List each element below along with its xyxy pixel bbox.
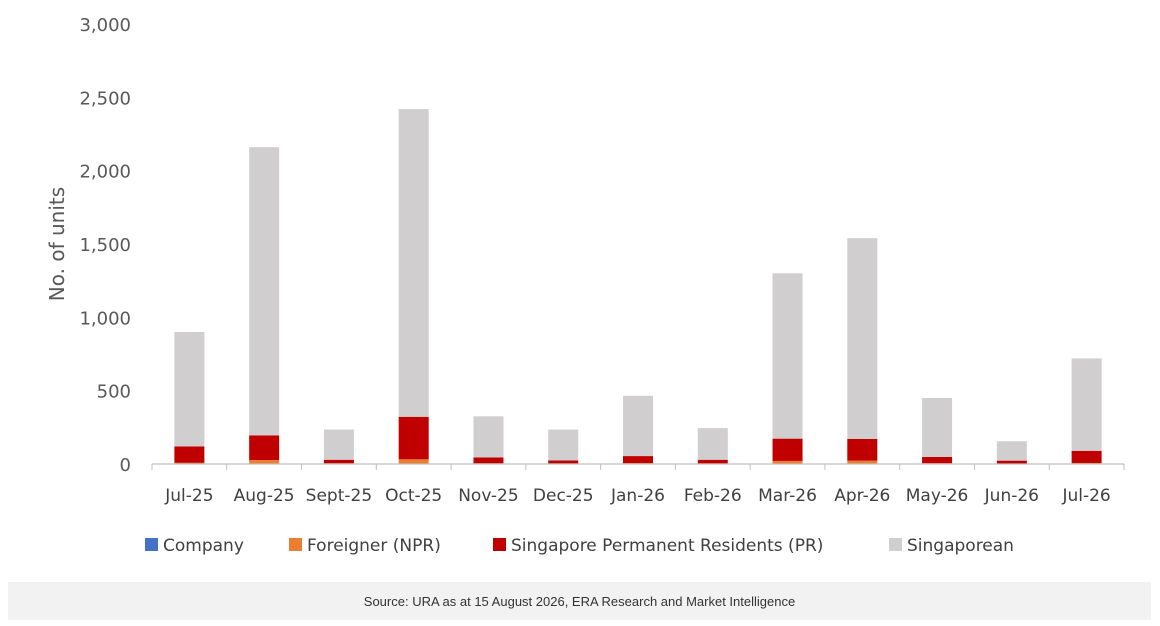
x-tick-label: Jan-26 (610, 486, 665, 506)
x-axis-ticks: Jul-25 Aug-25 Sept-25 Oct-25 Nov-25 Dec-25 Jan… (164, 486, 1111, 506)
bar-segment (772, 438, 803, 461)
bar-segment (548, 460, 579, 464)
bar-segment (697, 459, 728, 464)
y-axis-ticks: 0 500 1,000 1,500 2,000 2,500 3,000 (79, 15, 131, 476)
bar-segment (623, 456, 653, 464)
x-axis (151, 463, 1125, 470)
legend-swatch (889, 538, 902, 551)
bar-segment (174, 446, 205, 463)
bar-segment (847, 238, 878, 439)
bar-segment (1071, 450, 1102, 463)
source-footer: Source: URA as at 15 August 2026, ERA Re… (8, 582, 1151, 620)
y-tick-label: 0 (120, 455, 131, 476)
bar-segment (323, 429, 354, 460)
chart: No. of units 0 500 1,000 1,500 2,000 2,500 3,0… (45, 15, 1125, 556)
bar-segment (398, 109, 429, 417)
bar-segment (996, 441, 1027, 461)
y-tick-label: 500 (97, 382, 131, 403)
legend-label: Company (163, 536, 244, 556)
source-text: Source: URA as at 15 August 2026, ERA Re… (363, 593, 796, 609)
x-tick-label: Nov-25 (458, 486, 519, 506)
bar-segment (1071, 358, 1102, 451)
y-axis-title: No. of units (45, 187, 69, 301)
bars (174, 109, 1102, 464)
x-tick-label: May-26 (906, 486, 969, 506)
bar-segment (697, 428, 728, 460)
legend-swatch (289, 538, 302, 551)
bar-segment (772, 460, 803, 464)
bar-segment (922, 398, 953, 457)
x-tick-label: Oct-25 (385, 486, 442, 506)
bar-segment (922, 456, 953, 464)
x-tick-label: Jul-25 (164, 486, 213, 506)
x-tick-label: Feb-26 (684, 486, 742, 506)
x-tick-label: Mar-26 (758, 486, 817, 506)
bar-segment (548, 429, 579, 461)
y-tick-label: 1,500 (79, 235, 131, 256)
legend-label: Singaporean (907, 536, 1014, 556)
y-tick-label: 2,500 (79, 88, 131, 109)
y-tick-label: 1,000 (79, 308, 131, 329)
x-tick-label: Sept-25 (306, 486, 372, 506)
bar-segment (623, 395, 653, 457)
bar-segment (398, 459, 429, 464)
bar-segment (323, 459, 354, 464)
x-tick-label: Apr-26 (834, 486, 890, 506)
legend-swatch (145, 538, 158, 551)
legend-label: Foreigner (NPR) (307, 536, 441, 556)
bar-segment (996, 460, 1027, 464)
bar-segment (473, 457, 504, 464)
legend-swatch (493, 538, 506, 551)
y-axis-title-group: No. of units (45, 187, 69, 301)
legend-label: Singapore Permanent Residents (PR) (511, 536, 823, 556)
x-tick-label: Dec-25 (533, 486, 594, 506)
x-tick-label: Jul-26 (1061, 486, 1110, 506)
legend: Company Foreigner (NPR) Singapore Permanen… (145, 536, 1014, 556)
bar-segment (473, 416, 504, 458)
y-tick-label: 2,000 (79, 162, 131, 183)
bar-segment (847, 460, 878, 464)
bar-segment (847, 438, 878, 461)
bar-segment (398, 416, 429, 460)
bar-segment (772, 273, 803, 439)
bar-segment (174, 332, 205, 447)
x-tick-label: Aug-25 (234, 486, 295, 506)
y-tick-label: 3,000 (79, 15, 131, 36)
bar-segment (249, 147, 280, 436)
bar-segment (249, 435, 280, 461)
x-tick-label: Jun-26 (984, 486, 1039, 506)
bar-segment (249, 460, 280, 464)
